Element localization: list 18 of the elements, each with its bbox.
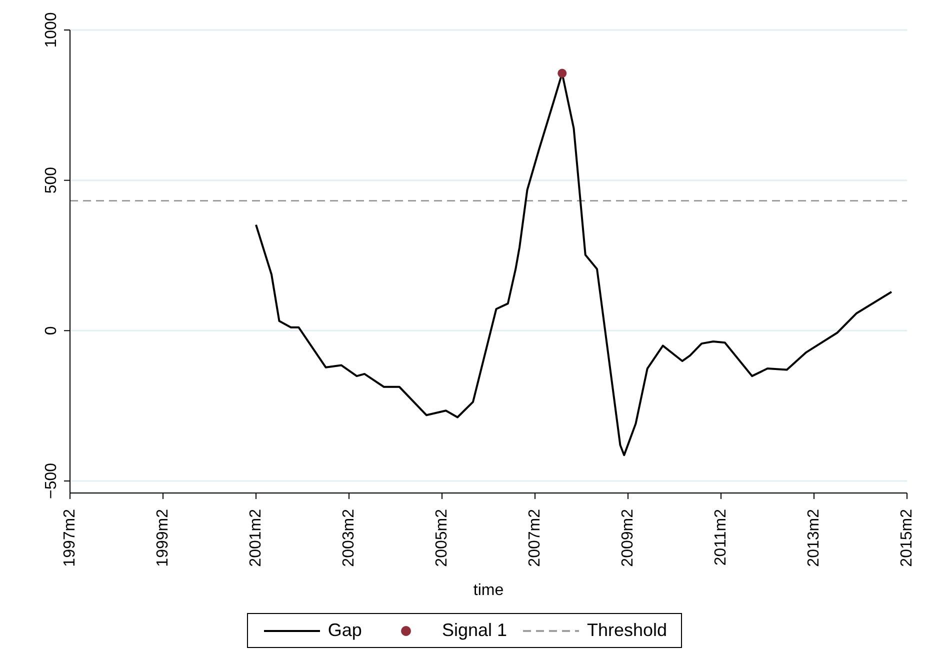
y-tick-label: −500 <box>43 462 60 499</box>
x-tick-label: 2007m2 <box>526 508 544 567</box>
x-tick-label: 1997m2 <box>62 508 78 567</box>
x-tick-label: 2011m2 <box>712 508 730 566</box>
x-axis-title: time <box>473 582 504 599</box>
x-tick-label: 2001m2 <box>248 508 264 567</box>
legend-label: Threshold <box>587 620 668 641</box>
y-tick-label: 0 <box>43 326 60 336</box>
x-tick-label: 2005m2 <box>434 508 450 567</box>
x-tick-label: 2009m2 <box>620 508 636 567</box>
y-tick-label: 1000 <box>43 12 60 48</box>
legend-label: Gap <box>328 620 362 641</box>
x-tick-label: 2003m2 <box>340 508 358 567</box>
x-tick-label: 2015m2 <box>898 508 916 567</box>
y-tick-label: 500 <box>43 166 60 194</box>
x-tick-label: 2013m2 <box>806 508 822 567</box>
legend-label: Signal 1 <box>442 620 508 641</box>
x-tick-label: 1999m2 <box>154 508 172 567</box>
